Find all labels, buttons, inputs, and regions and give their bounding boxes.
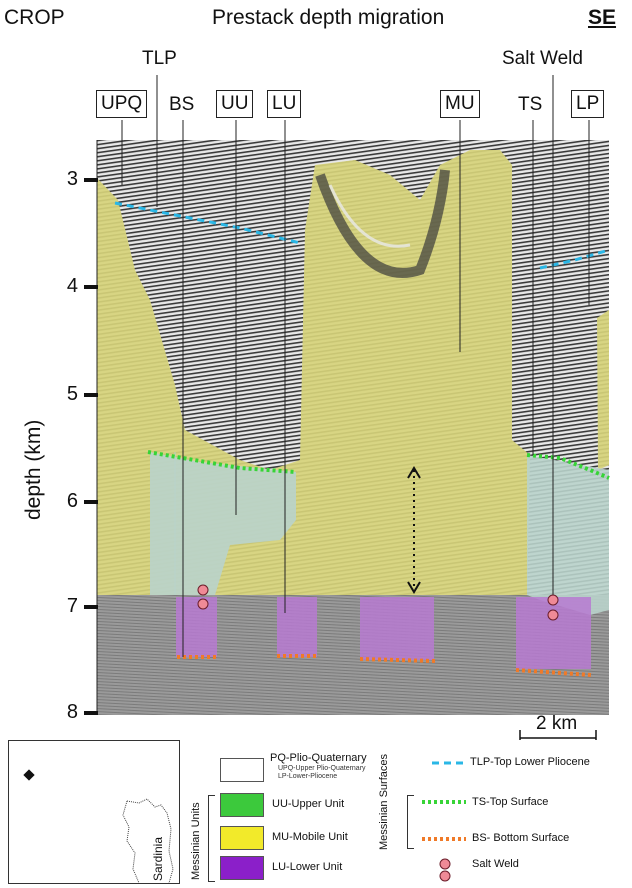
legend-tlp: TLP-Top Lower Pliocene [470,756,590,768]
label-tlp: TLP [142,48,177,69]
legend-swatch-pq [220,758,264,782]
legend-lu: LU-Lower Unit [272,861,343,873]
upper-unit-left [150,452,296,595]
label-mu: MU [440,90,480,118]
ts-line-right [526,453,610,480]
legend-bs: BS- Bottom Surface [472,832,570,844]
ts-line-left [147,450,297,474]
label-uu: UU [216,90,254,118]
legend-surfaces-group: Messinian Surfaces [378,754,390,850]
lower-unit-ts [516,597,591,669]
depth-tick-label: 7 [66,595,78,617]
label-lp: LP [571,90,605,118]
figure-title: Prestack depth migration [212,6,445,29]
depth-tick-label: 8 [66,701,78,723]
depth-tick-label: 5 [66,383,78,405]
depth-tick-label: 4 [66,275,78,297]
legend-surfaces-bracket [407,795,414,849]
scale-bar-label: 2 km [536,713,578,734]
lower-unit-mu [360,597,434,660]
legend-pq: PQ-Plio-Quaternary [270,752,367,764]
bs-line-3 [359,657,436,663]
label-ts: TS [518,94,543,115]
label-salt-weld: Salt Weld [502,48,583,69]
location-map: Sardinia [8,740,180,884]
legend-ts-line [422,800,466,804]
legend-salt-weld-icon [439,858,451,882]
depth-tick-label: 6 [66,490,78,512]
tlp-line-left [114,201,301,245]
upper-unit-right [527,455,609,615]
salt-weld-marker [197,598,209,610]
legend-units-group: Messinian Units [190,802,202,880]
sardinia-outline [23,769,174,884]
bs-line-4 [515,668,592,677]
legend-pq-sub2: LP-Lower-Pliocene [278,773,338,780]
legend-units-bracket [208,795,215,882]
map-label-sardinia: Sardinia [151,836,165,881]
legend-uu: UU-Upper Unit [272,798,345,810]
lower-unit-lu [277,597,317,657]
salt-weld-marker [547,594,559,606]
legend-ts: TS-Top Surface [472,796,549,808]
se-label: SE [588,6,617,29]
legend: PQ-Plio-Quaternary UPQ-Upper Plio-Quater… [180,740,620,882]
legend-pq-sub1: UPQ-Upper Plio-Quaternary [278,765,366,772]
salt-weld-marker [197,584,209,596]
depth-tick-label: 3 [66,168,78,190]
legend-swatch-mu [220,826,264,850]
legend-bs-line [422,837,466,841]
legend-mu: MU-Mobile Unit [272,831,348,843]
legend-swatch-lu [220,856,264,880]
label-lu: LU [267,90,302,118]
label-upq: UPQ [96,90,148,118]
lower-unit-bs [176,597,217,657]
mobile-unit-right-patch [597,310,609,470]
salt-weld-marker [547,609,559,621]
legend-salt-weld: Salt Weld [472,858,519,870]
depth-axis-label: depth (km) [22,419,45,520]
syncline-reflectors [315,169,450,278]
label-bs: BS [169,94,195,115]
legend-swatch-uu [220,793,264,817]
crop-label: CROP [4,6,65,29]
legend-tlp-line [432,761,468,765]
